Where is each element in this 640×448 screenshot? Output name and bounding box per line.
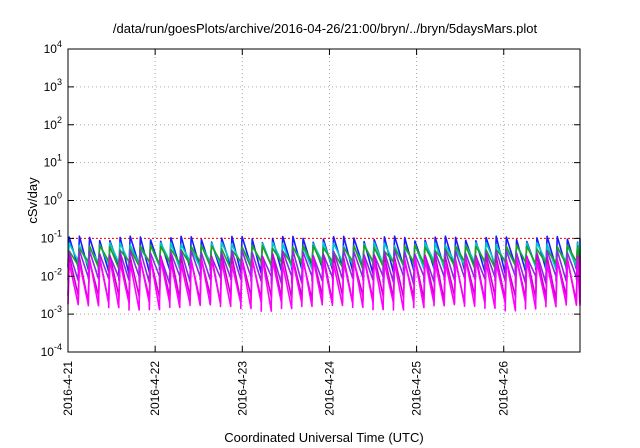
y-tick-label: 100 <box>44 191 62 208</box>
y-tick-label: 10-2 <box>41 266 62 283</box>
x-tick-label: 2016-4-25 <box>410 361 424 416</box>
x-tick-label: 2016-4-23 <box>235 361 249 416</box>
y-tick-label: 103 <box>44 77 62 94</box>
x-tick-label: 2016-4-26 <box>497 361 511 416</box>
y-axis: 10-4 10-3 10-2 10-1 100 101 102 103 104 <box>41 39 580 359</box>
chart-title: /data/run/goesPlots/archive/2016-04-26/2… <box>113 21 538 36</box>
y-tick-label: 104 <box>44 39 62 56</box>
series-line <box>67 257 581 312</box>
x-tick-label: 2016-4-21 <box>61 361 75 416</box>
y-tick-label: 10-1 <box>41 228 62 245</box>
x-axis: 2016-4-21 2016-4-22 2016-4-23 2016-4-24 2016… <box>61 49 511 416</box>
y-tick-label: 101 <box>44 153 62 170</box>
y-tick-label: 10-4 <box>41 342 62 359</box>
y-axis-label: cSv/day <box>25 177 40 224</box>
grid <box>67 49 580 352</box>
x-tick-label: 2016-4-24 <box>322 361 336 416</box>
x-tick-label: 2016-4-22 <box>148 361 162 416</box>
plot-area <box>67 235 581 312</box>
y-tick-label: 10-3 <box>41 304 62 321</box>
x-axis-label: Coordinated Universal Time (UTC) <box>224 430 423 445</box>
y-tick-label: 102 <box>44 115 62 132</box>
